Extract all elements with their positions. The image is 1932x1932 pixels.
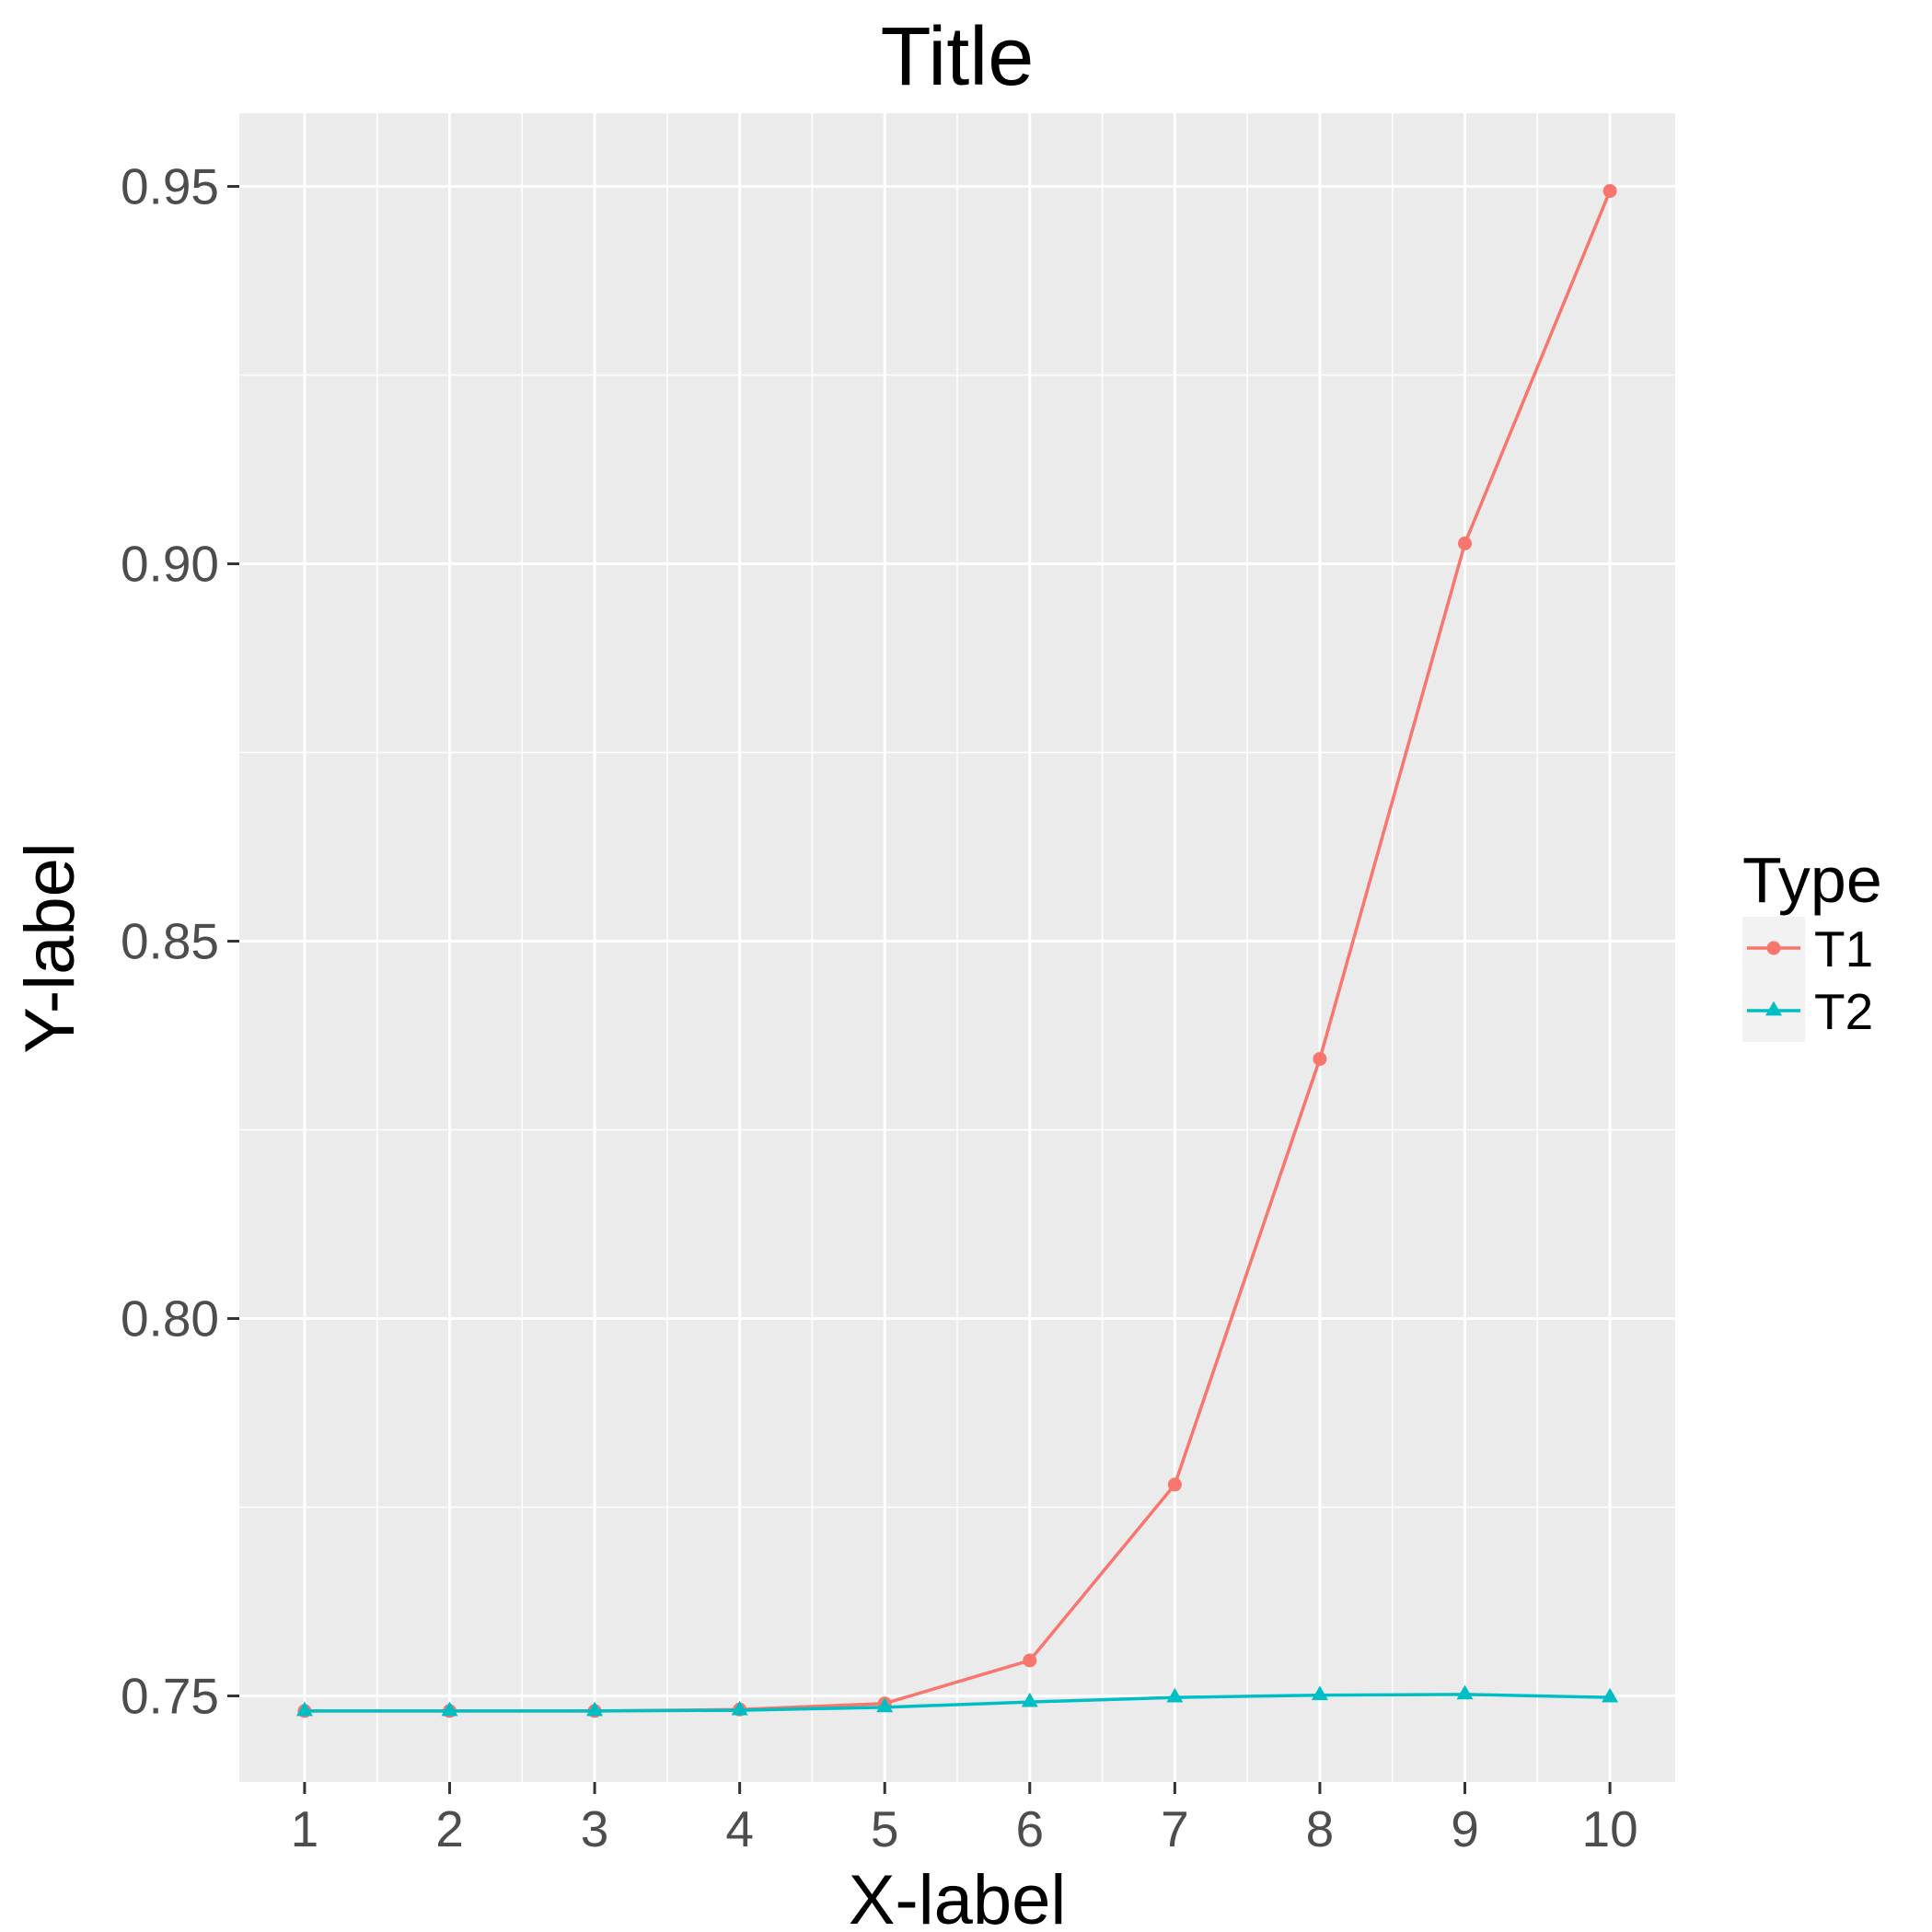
legend-item-t1: T1	[1742, 917, 1873, 979]
data-point-t1	[1458, 536, 1473, 550]
data-point-t2	[295, 1701, 313, 1717]
data-point-t1	[1602, 183, 1617, 198]
data-point-t2	[1166, 1687, 1184, 1703]
data-point-t2	[586, 1701, 604, 1717]
y-tick-label: 0.85	[121, 913, 219, 970]
x-tick-label: 8	[1306, 1800, 1335, 1857]
legend-label-t2: T2	[1814, 983, 1873, 1040]
data-point-t2	[731, 1700, 748, 1716]
y-tick-label: 0.95	[121, 158, 219, 215]
x-axis-title: X-label	[849, 1861, 1067, 1932]
x-tick-label: 2	[435, 1800, 464, 1857]
x-tick-label: 4	[725, 1800, 754, 1857]
x-tick-label: 10	[1581, 1800, 1637, 1857]
major-gridlines	[239, 113, 1675, 1782]
x-tick-label: 6	[1015, 1800, 1044, 1857]
legend-title: Type	[1742, 844, 1882, 916]
y-tick-label: 0.75	[121, 1668, 219, 1725]
data-point-t1	[1167, 1477, 1182, 1492]
data-point-t2	[1021, 1692, 1038, 1707]
data-point-t1	[1023, 1653, 1037, 1668]
data-point-t2	[441, 1701, 458, 1717]
data-point-t2	[1456, 1684, 1474, 1700]
legend-key-marker	[1765, 1001, 1782, 1016]
series-line-t2	[304, 1693, 1611, 1713]
y-axis-title: Y-label	[11, 842, 89, 1054]
legend-key-marker	[1766, 941, 1781, 955]
y-tick-label: 0.90	[121, 536, 219, 593]
y-axis-ticks: 0.75 0.80 0.85 0.90 0.95	[121, 158, 239, 1725]
x-tick-label: 3	[581, 1800, 609, 1857]
chart-title: Title	[881, 11, 1035, 103]
x-tick-label: 1	[291, 1800, 319, 1857]
x-tick-label: 9	[1451, 1800, 1479, 1857]
y-tick-label: 0.80	[121, 1290, 219, 1348]
x-axis-ticks: 1 2 3 4 5 6 7 8 9 10	[291, 1782, 1638, 1857]
series-layer	[295, 183, 1619, 1718]
data-point-t2	[1602, 1687, 1619, 1703]
data-point-t1	[1313, 1051, 1327, 1066]
legend-label-t1: T1	[1814, 920, 1873, 978]
minor-gridlines	[239, 113, 1675, 1782]
data-point-t2	[1311, 1685, 1328, 1701]
data-point-t2	[876, 1697, 894, 1713]
x-tick-label: 5	[871, 1800, 899, 1857]
x-tick-label: 7	[1161, 1800, 1189, 1857]
series-t2	[295, 1684, 1619, 1717]
legend-item-t2: T2	[1742, 979, 1873, 1042]
